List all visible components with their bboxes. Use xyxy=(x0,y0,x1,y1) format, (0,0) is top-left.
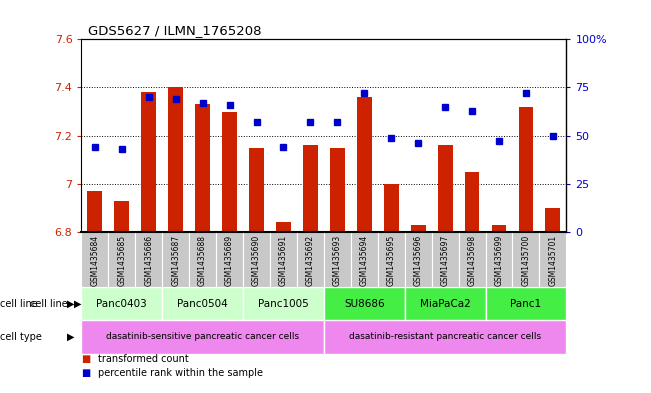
Bar xyxy=(437,145,452,232)
Text: Panc1: Panc1 xyxy=(510,299,542,309)
Text: percentile rank within the sample: percentile rank within the sample xyxy=(98,368,262,378)
Bar xyxy=(411,225,426,232)
Bar xyxy=(384,184,398,232)
Bar xyxy=(249,148,264,232)
Text: cell line: cell line xyxy=(0,299,38,309)
Bar xyxy=(222,112,237,232)
Text: GSM1435686: GSM1435686 xyxy=(145,235,153,286)
Text: SU8686: SU8686 xyxy=(344,299,385,309)
Text: ▶: ▶ xyxy=(67,299,75,309)
Text: Panc0504: Panc0504 xyxy=(177,299,228,309)
Text: Panc1005: Panc1005 xyxy=(258,299,309,309)
Text: GDS5627 / ILMN_1765208: GDS5627 / ILMN_1765208 xyxy=(88,24,262,37)
Bar xyxy=(519,107,533,232)
Text: GSM1435687: GSM1435687 xyxy=(171,235,180,286)
Bar xyxy=(195,104,210,232)
Bar xyxy=(465,172,480,232)
Bar xyxy=(141,92,156,232)
Text: MiaPaCa2: MiaPaCa2 xyxy=(420,299,471,309)
Bar xyxy=(432,232,458,287)
Bar xyxy=(540,232,566,287)
Text: ■: ■ xyxy=(81,368,90,378)
Text: GSM1435699: GSM1435699 xyxy=(495,235,503,286)
Text: GSM1435696: GSM1435696 xyxy=(413,235,422,286)
Bar xyxy=(351,232,378,287)
Bar xyxy=(330,148,345,232)
Text: GSM1435684: GSM1435684 xyxy=(90,235,100,286)
Bar xyxy=(168,87,183,232)
Bar xyxy=(108,232,135,287)
Bar xyxy=(405,232,432,287)
Bar xyxy=(216,232,243,287)
Bar xyxy=(276,222,291,232)
Text: GSM1435689: GSM1435689 xyxy=(225,235,234,286)
Text: GSM1435695: GSM1435695 xyxy=(387,235,396,286)
Bar xyxy=(512,232,540,287)
Text: GSM1435697: GSM1435697 xyxy=(441,235,450,286)
Bar xyxy=(297,232,324,287)
Bar xyxy=(162,232,189,287)
Bar xyxy=(357,97,372,232)
Bar xyxy=(324,232,351,287)
Bar xyxy=(81,320,324,354)
Bar xyxy=(243,287,324,320)
Bar xyxy=(135,232,162,287)
Text: GSM1435688: GSM1435688 xyxy=(198,235,207,286)
Text: ■: ■ xyxy=(81,354,90,364)
Bar xyxy=(243,232,270,287)
Bar xyxy=(303,145,318,232)
Bar xyxy=(324,287,405,320)
Text: GSM1435692: GSM1435692 xyxy=(306,235,315,286)
Text: dasatinib-resistant pancreatic cancer cells: dasatinib-resistant pancreatic cancer ce… xyxy=(349,332,541,342)
Bar xyxy=(115,200,129,232)
Text: ▶: ▶ xyxy=(67,332,75,342)
Text: GSM1435694: GSM1435694 xyxy=(360,235,368,286)
Bar xyxy=(87,191,102,232)
Bar xyxy=(189,232,216,287)
Text: GSM1435690: GSM1435690 xyxy=(252,235,261,286)
Bar xyxy=(405,287,486,320)
Text: Panc0403: Panc0403 xyxy=(96,299,147,309)
Text: GSM1435701: GSM1435701 xyxy=(548,235,557,286)
Bar xyxy=(492,225,506,232)
Text: transformed count: transformed count xyxy=(98,354,188,364)
Bar xyxy=(378,232,405,287)
Bar xyxy=(162,287,243,320)
Text: dasatinib-sensitive pancreatic cancer cells: dasatinib-sensitive pancreatic cancer ce… xyxy=(106,332,299,342)
Text: GSM1435698: GSM1435698 xyxy=(467,235,477,286)
Bar xyxy=(81,232,108,287)
Bar xyxy=(546,208,561,232)
Text: GSM1435693: GSM1435693 xyxy=(333,235,342,286)
Text: cell line  ▶: cell line ▶ xyxy=(30,299,81,309)
Text: cell type: cell type xyxy=(0,332,42,342)
Bar xyxy=(458,232,486,287)
Bar xyxy=(81,287,162,320)
Bar xyxy=(270,232,297,287)
Bar xyxy=(324,320,566,354)
Bar xyxy=(486,232,512,287)
Bar xyxy=(486,287,566,320)
Text: GSM1435685: GSM1435685 xyxy=(117,235,126,286)
Text: GSM1435700: GSM1435700 xyxy=(521,235,531,286)
Text: GSM1435691: GSM1435691 xyxy=(279,235,288,286)
